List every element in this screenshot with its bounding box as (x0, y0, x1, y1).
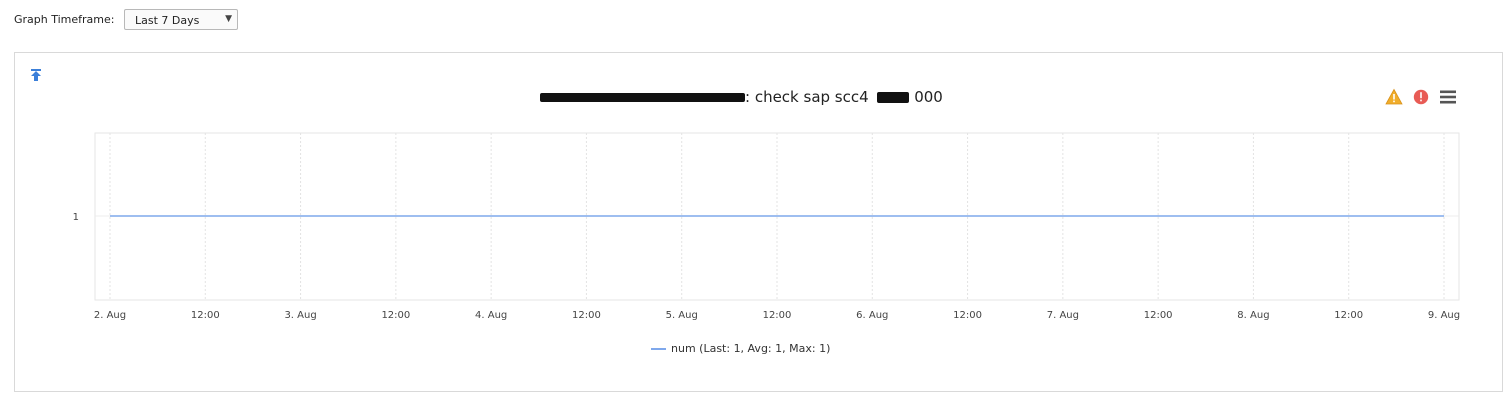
menu-icon[interactable] (1438, 88, 1458, 106)
x-tick-label: 4. Aug (475, 310, 507, 321)
timeframe-label: Graph Timeframe: (14, 13, 115, 26)
warning-icon[interactable] (1385, 88, 1403, 106)
chart-title-text: : check sap scc4 (745, 88, 869, 106)
x-tick-label: 7. Aug (1047, 310, 1079, 321)
error-icon[interactable] (1412, 88, 1430, 106)
legend-label: num (Last: 1, Avg: 1, Max: 1) (671, 342, 831, 355)
redacted-hostname (540, 93, 745, 102)
timeframe-select[interactable]: Last 7 Days ▼ (124, 9, 238, 30)
x-tick-label: 9. Aug (1428, 310, 1460, 321)
x-tick-label: 12:00 (1144, 310, 1173, 321)
x-tick-label: 12:00 (1334, 310, 1363, 321)
redacted-client (877, 92, 910, 103)
x-tick-label: 12:00 (763, 310, 792, 321)
x-tick-label: 2. Aug (94, 310, 126, 321)
pin-icon[interactable] (29, 68, 43, 82)
chart-title: : check sap scc4 000 (540, 88, 970, 106)
x-tick-label: 12:00 (572, 310, 601, 321)
x-tick-label: 5. Aug (666, 310, 698, 321)
chevron-down-icon: ▼ (225, 14, 232, 24)
x-tick-label: 12:00 (953, 310, 982, 321)
x-tick-label: 3. Aug (284, 310, 316, 321)
x-tick-label: 12:00 (191, 310, 220, 321)
timeframe-selected-value: Last 7 Days (135, 14, 200, 27)
y-tick-label: 1 (73, 212, 79, 223)
x-tick-label: 6. Aug (856, 310, 888, 321)
chart-panel (14, 52, 1503, 392)
x-tick-label: 12:00 (381, 310, 410, 321)
legend-item-num[interactable]: num (Last: 1, Avg: 1, Max: 1) (651, 342, 830, 355)
chart-title-code: 000 (914, 88, 943, 106)
x-tick-label: 8. Aug (1237, 310, 1269, 321)
legend-swatch (651, 348, 666, 350)
